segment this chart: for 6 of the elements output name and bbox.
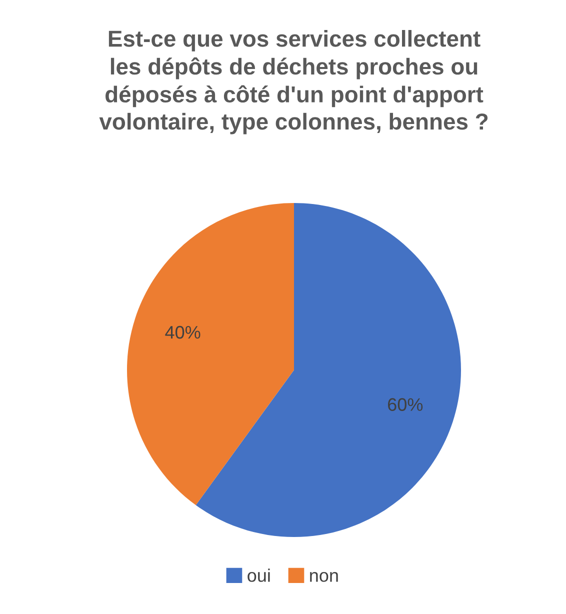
data-label: 40% xyxy=(165,326,200,339)
pie-slice xyxy=(127,203,294,506)
legend-label: oui xyxy=(248,568,270,582)
chart-title: Est-ce que vos services collectent les dépôts de déchets proches ou déposés à côté d'un point d'apport volontaire, type colonnes, bennes ? xyxy=(99,30,488,134)
data-label: 60% xyxy=(388,398,423,411)
legend-label: non xyxy=(310,572,338,582)
